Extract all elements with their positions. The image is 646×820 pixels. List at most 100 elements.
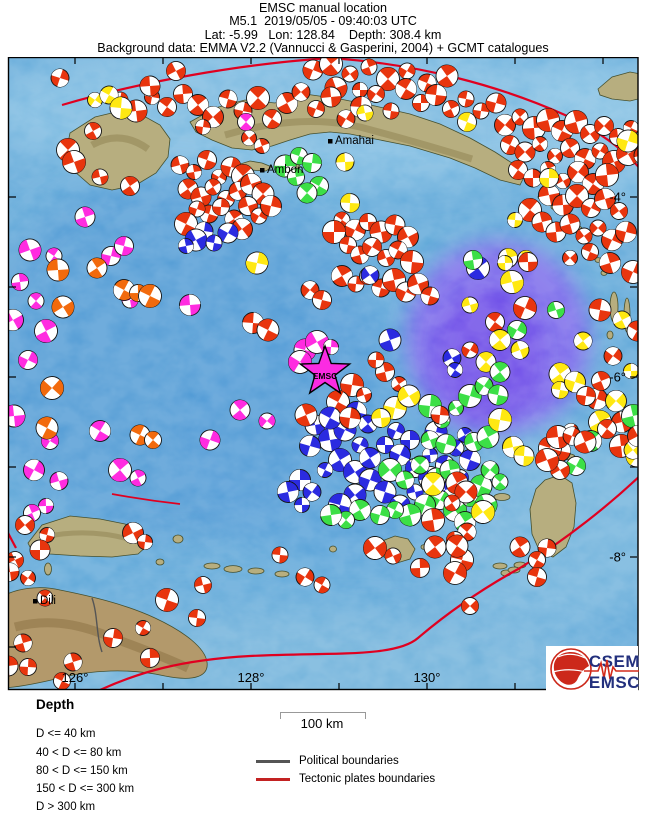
beachball (599, 252, 621, 274)
beachball (425, 84, 447, 106)
beachball (120, 176, 140, 196)
scale-bar-label: 100 km (300, 716, 344, 731)
beachball (86, 257, 108, 279)
beachball (421, 508, 445, 532)
tectonic-boundary-southeast-arc (99, 476, 638, 689)
beachball (523, 168, 543, 188)
beachball (367, 351, 385, 369)
beachball (497, 255, 513, 271)
beachball (87, 92, 103, 108)
beachball (603, 346, 623, 366)
beachball (35, 416, 59, 440)
beachball (527, 567, 547, 587)
beachball (518, 252, 538, 272)
beachball (11, 273, 29, 291)
beachball (397, 384, 421, 408)
beachball (567, 161, 589, 183)
map-header: EMSC manual location M5.1 2019/05/05 - 0… (0, 0, 646, 59)
island-sermata (492, 562, 508, 570)
latitude-label: -6° (609, 370, 626, 385)
header-magnitude-time: M5.1 2019/05/05 - 09:40:03 UTC (229, 14, 417, 29)
beachball (39, 527, 55, 543)
beachball (443, 494, 461, 512)
beachball (34, 319, 58, 343)
beachball (376, 67, 400, 91)
beachball (633, 145, 638, 165)
latitude-label: -4° (609, 190, 626, 205)
beachball (435, 64, 459, 88)
longitude-label: 126° (62, 670, 89, 685)
island-misool (597, 71, 638, 102)
beachball (291, 82, 311, 102)
beachball (445, 534, 469, 558)
beachball (199, 429, 221, 451)
beachball (513, 445, 535, 467)
tectonic-boundaries-legend-row: Tectonic plates boundaries (256, 772, 435, 786)
beachball (271, 546, 289, 564)
beachball (38, 498, 54, 514)
island-romang (172, 534, 184, 544)
beachball (9, 562, 20, 582)
beachball (514, 141, 536, 163)
beachball (294, 497, 310, 513)
depth-legend-item-3: 80 < D <= 150 km (36, 765, 128, 777)
beachball (367, 85, 385, 103)
beachball (27, 292, 45, 310)
beachball (277, 481, 299, 503)
beachball (212, 198, 230, 216)
beachball (388, 240, 408, 260)
beachball (53, 672, 71, 689)
longitude-label: 130° (414, 670, 441, 685)
beachball (363, 536, 387, 560)
beachball (63, 652, 83, 672)
beachball (485, 312, 505, 332)
beachball (457, 90, 475, 108)
beachball (627, 425, 638, 447)
city-marker (33, 599, 38, 604)
epicenter-star (298, 343, 352, 395)
beachball (135, 620, 151, 636)
beachball (376, 436, 394, 454)
city-marker (260, 168, 265, 173)
beachball (173, 84, 193, 104)
beachball (500, 270, 524, 294)
beachball (457, 112, 477, 132)
beachball (335, 152, 355, 172)
beachball (442, 100, 460, 118)
beachball (319, 58, 343, 76)
political-boundary-timor (91, 597, 103, 653)
beachball (491, 473, 509, 491)
tectonic-boundary-line-swatch (256, 777, 290, 781)
beachball (305, 330, 329, 354)
beachball (313, 576, 331, 594)
beachball (320, 504, 342, 526)
tectonic-boundary-wetar-thrust (111, 493, 181, 505)
beachball (410, 455, 430, 475)
beachball (40, 376, 64, 400)
beachball (229, 399, 251, 421)
beachball (340, 193, 360, 213)
beachball (129, 469, 147, 487)
beachball (157, 97, 177, 117)
map-canvas: EMSC Amahai Ambon Dili -4° -6° -8° 126° 128° 130°… (0, 56, 646, 693)
beachball (459, 449, 481, 471)
beachball (417, 73, 437, 93)
beachball (237, 113, 255, 131)
beachball (447, 362, 463, 378)
beachball (186, 164, 202, 180)
beachball (430, 405, 450, 425)
beachball (197, 150, 217, 170)
beachball (144, 431, 162, 449)
beachball (564, 110, 588, 134)
logo-text-emsc: EMSC (589, 673, 640, 691)
island-tanimbar (529, 474, 577, 558)
beachball (178, 238, 194, 254)
scale-bar (280, 712, 366, 719)
beachball (566, 456, 586, 476)
logo-seismogram-icon (584, 659, 639, 680)
beachball (302, 153, 322, 173)
beachball (539, 168, 559, 188)
beachball (509, 536, 531, 558)
island-atauro (44, 562, 52, 576)
beachball (49, 471, 69, 491)
